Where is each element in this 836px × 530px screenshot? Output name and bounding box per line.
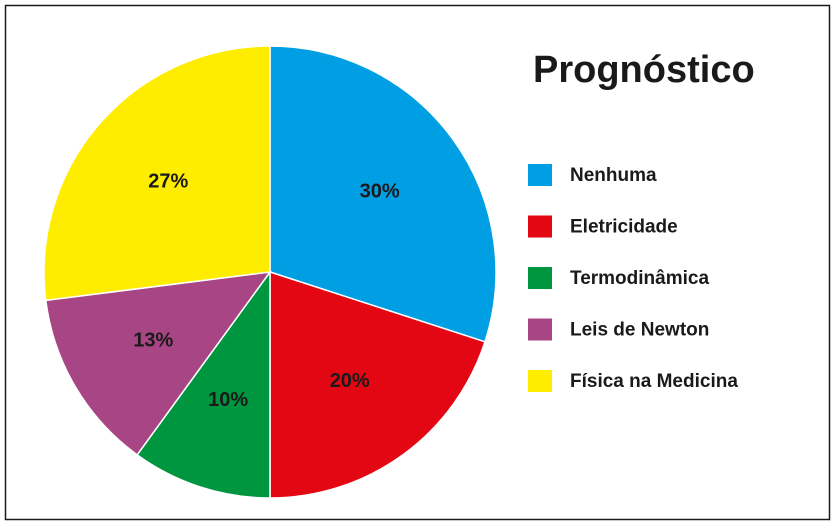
pie-slice xyxy=(269,45,497,343)
legend-swatch xyxy=(528,267,552,289)
pie-slice xyxy=(44,271,272,456)
legend-label: Termodinâmica xyxy=(570,268,709,289)
chart-title: Prognóstico xyxy=(533,49,755,91)
legend-swatch xyxy=(528,370,552,392)
pie-slice xyxy=(136,269,271,499)
data-label: 20% xyxy=(330,370,370,392)
legend-label: Leis de Newton xyxy=(570,320,709,341)
data-label: 27% xyxy=(148,171,188,193)
data-label: 10% xyxy=(208,389,248,411)
legend-swatch xyxy=(528,318,552,341)
data-label: 30% xyxy=(360,181,400,203)
legend-label: Física na Medicina xyxy=(570,371,738,392)
pie-slice xyxy=(43,45,271,302)
legend-label: Eletricidade xyxy=(570,217,678,238)
pie-slice xyxy=(269,270,486,499)
data-label: 13% xyxy=(133,329,173,351)
legend-swatch xyxy=(528,215,552,238)
legend-label: Nenhuma xyxy=(570,165,657,186)
legend-swatch xyxy=(528,164,552,186)
